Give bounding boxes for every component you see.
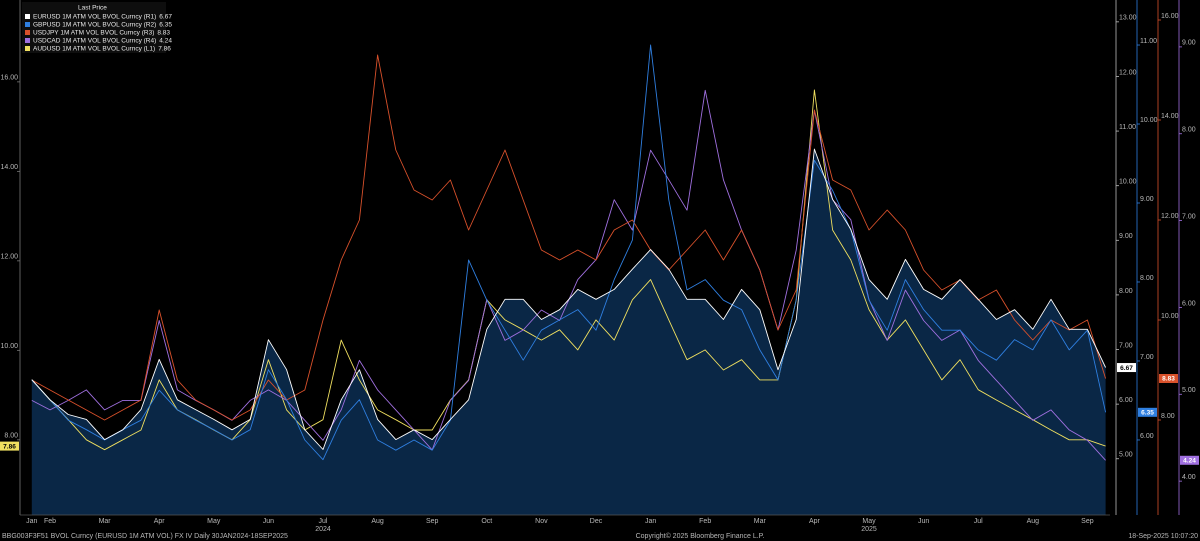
y-tick-label: 10.00 bbox=[1140, 117, 1158, 124]
x-tick-label: Mar bbox=[99, 518, 112, 525]
x-tick-label: Nov bbox=[535, 518, 548, 525]
x-tick-label: Sep bbox=[1081, 518, 1094, 525]
line bbox=[31, 44, 1107, 461]
x-tick-label: Feb bbox=[699, 518, 711, 525]
x-tick-label: Mar bbox=[754, 518, 767, 525]
last-value-tag bbox=[1180, 455, 1199, 465]
y-tick-label: 16.00 bbox=[1161, 13, 1179, 20]
x-tick-label: May bbox=[207, 518, 221, 525]
last-value-label: 7.86 bbox=[3, 443, 16, 450]
legend-swatch bbox=[25, 46, 30, 51]
x-tick-label: Jul bbox=[319, 518, 328, 525]
x-tick-label: Apr bbox=[154, 518, 166, 525]
x-tick-label: Jan bbox=[645, 518, 656, 525]
legend-label: EURUSD 1M ATM VOL BVOL Curncy (R1) bbox=[33, 14, 156, 21]
y-tick-label: 10.00 bbox=[1161, 313, 1179, 320]
y-tick-label: 8.00 bbox=[4, 433, 18, 440]
y-tick-label: 12.00 bbox=[1119, 69, 1137, 76]
last-value-tag bbox=[1138, 407, 1157, 417]
x-year-label: 2025 bbox=[861, 526, 877, 533]
footer-right: 18-Sep-2025 10:07:20 bbox=[1128, 533, 1198, 540]
x-tick-label: Jun bbox=[263, 518, 274, 525]
y-tick-label: 7.00 bbox=[1182, 213, 1196, 220]
line bbox=[31, 54, 1107, 421]
y-tick-label: 16.00 bbox=[0, 75, 18, 82]
y-tick-label: 5.00 bbox=[1119, 452, 1133, 459]
footer-left: BBG003F3F51 BVOL Curncy (EURUSD 1M ATM V… bbox=[2, 533, 288, 540]
y-tick-label: 9.00 bbox=[1119, 233, 1133, 240]
y-tick-label: 14.00 bbox=[0, 164, 18, 171]
legend-box bbox=[22, 2, 166, 53]
footer: BBG003F3F51 BVOL Curncy (EURUSD 1M ATM V… bbox=[2, 532, 1198, 540]
x-tick-label: Sep bbox=[426, 518, 439, 525]
x-tick-label: Jan bbox=[26, 518, 37, 525]
y-tick-label: 6.00 bbox=[1140, 433, 1154, 440]
y-tick-label: 8.00 bbox=[1140, 275, 1154, 282]
legend-swatch bbox=[25, 22, 30, 27]
last-value-tag bbox=[0, 441, 19, 451]
y-tick-label: 9.00 bbox=[1182, 40, 1196, 47]
y-tick-label: 8.00 bbox=[1182, 127, 1196, 134]
legend-value: 6.35 bbox=[159, 22, 172, 29]
y-tick-label: 6.00 bbox=[1119, 397, 1133, 404]
last-value-label: 8.83 bbox=[1162, 376, 1175, 383]
last-value-tag bbox=[1159, 374, 1178, 383]
y-tick-label: 13.00 bbox=[1119, 15, 1137, 22]
area bbox=[31, 149, 1106, 515]
footer-center: Copyright© 2025 Bloomberg Finance L.P. bbox=[636, 532, 765, 540]
last-value-tag bbox=[1117, 363, 1136, 373]
y-tick-label: 8.00 bbox=[1119, 288, 1133, 295]
plot-area bbox=[31, 44, 1107, 515]
legend-swatch bbox=[25, 14, 30, 19]
legend: Last Price EURUSD 1M ATM VOL BVOL Curncy… bbox=[22, 2, 172, 53]
x-tick-label: May bbox=[862, 518, 876, 525]
last-value-label: 6.35 bbox=[1141, 410, 1154, 417]
legend-title: Last Price bbox=[78, 5, 107, 12]
legend-label: USDCAD 1M ATM VOL BVOL Curncy (R4) bbox=[33, 38, 156, 45]
x-tick-label: Oct bbox=[481, 518, 492, 525]
y-tick-label: 9.00 bbox=[1140, 196, 1154, 203]
legend-value: 4.24 bbox=[159, 38, 172, 45]
legend-swatch bbox=[25, 30, 30, 35]
x-tick-label: Jun bbox=[918, 518, 929, 525]
x-tick-label: Apr bbox=[809, 518, 821, 525]
legend-value: 7.86 bbox=[158, 46, 171, 53]
last-value-label: 6.67 bbox=[1120, 365, 1133, 372]
y-tick-label: 4.00 bbox=[1182, 474, 1196, 481]
x-tick-label: Aug bbox=[371, 518, 384, 525]
x-tick-label: Feb bbox=[44, 518, 56, 525]
legend-swatch bbox=[25, 38, 30, 43]
y-tick-label: 11.00 bbox=[1140, 38, 1157, 45]
y-tick-label: 8.00 bbox=[1161, 413, 1175, 420]
legend-label: AUDUSD 1M ATM VOL BVOL Curncy (L1) bbox=[33, 46, 155, 53]
x-tick-label: Jul bbox=[974, 518, 983, 525]
y-tick-label: 6.00 bbox=[1182, 300, 1196, 307]
y-tick-label: 11.00 bbox=[1119, 124, 1136, 131]
y-tick-label: 12.00 bbox=[1161, 213, 1179, 220]
y-tick-label: 7.00 bbox=[1119, 342, 1133, 349]
y-tick-label: 5.00 bbox=[1182, 387, 1196, 394]
legend-label: USDJPY 1M ATM VOL BVOL Curncy (R3) bbox=[33, 30, 154, 37]
legend-label: GBPUSD 1M ATM VOL BVOL Curncy (R2) bbox=[33, 22, 156, 29]
x-year-label: 2024 bbox=[315, 526, 331, 533]
legend-value: 8.83 bbox=[157, 30, 170, 37]
y-tick-label: 14.00 bbox=[1161, 113, 1179, 120]
y-tick-label: 10.00 bbox=[0, 343, 18, 350]
last-value-label: 4.24 bbox=[1183, 458, 1196, 465]
legend-value: 6.67 bbox=[159, 14, 172, 21]
x-tick-label: Dec bbox=[590, 518, 603, 525]
y-tick-label: 7.00 bbox=[1140, 354, 1154, 361]
line bbox=[31, 148, 1107, 450]
x-tick-label: Aug bbox=[1027, 518, 1040, 525]
y-tick-label: 12.00 bbox=[0, 254, 18, 261]
y-tick-label: 10.00 bbox=[1119, 179, 1137, 186]
